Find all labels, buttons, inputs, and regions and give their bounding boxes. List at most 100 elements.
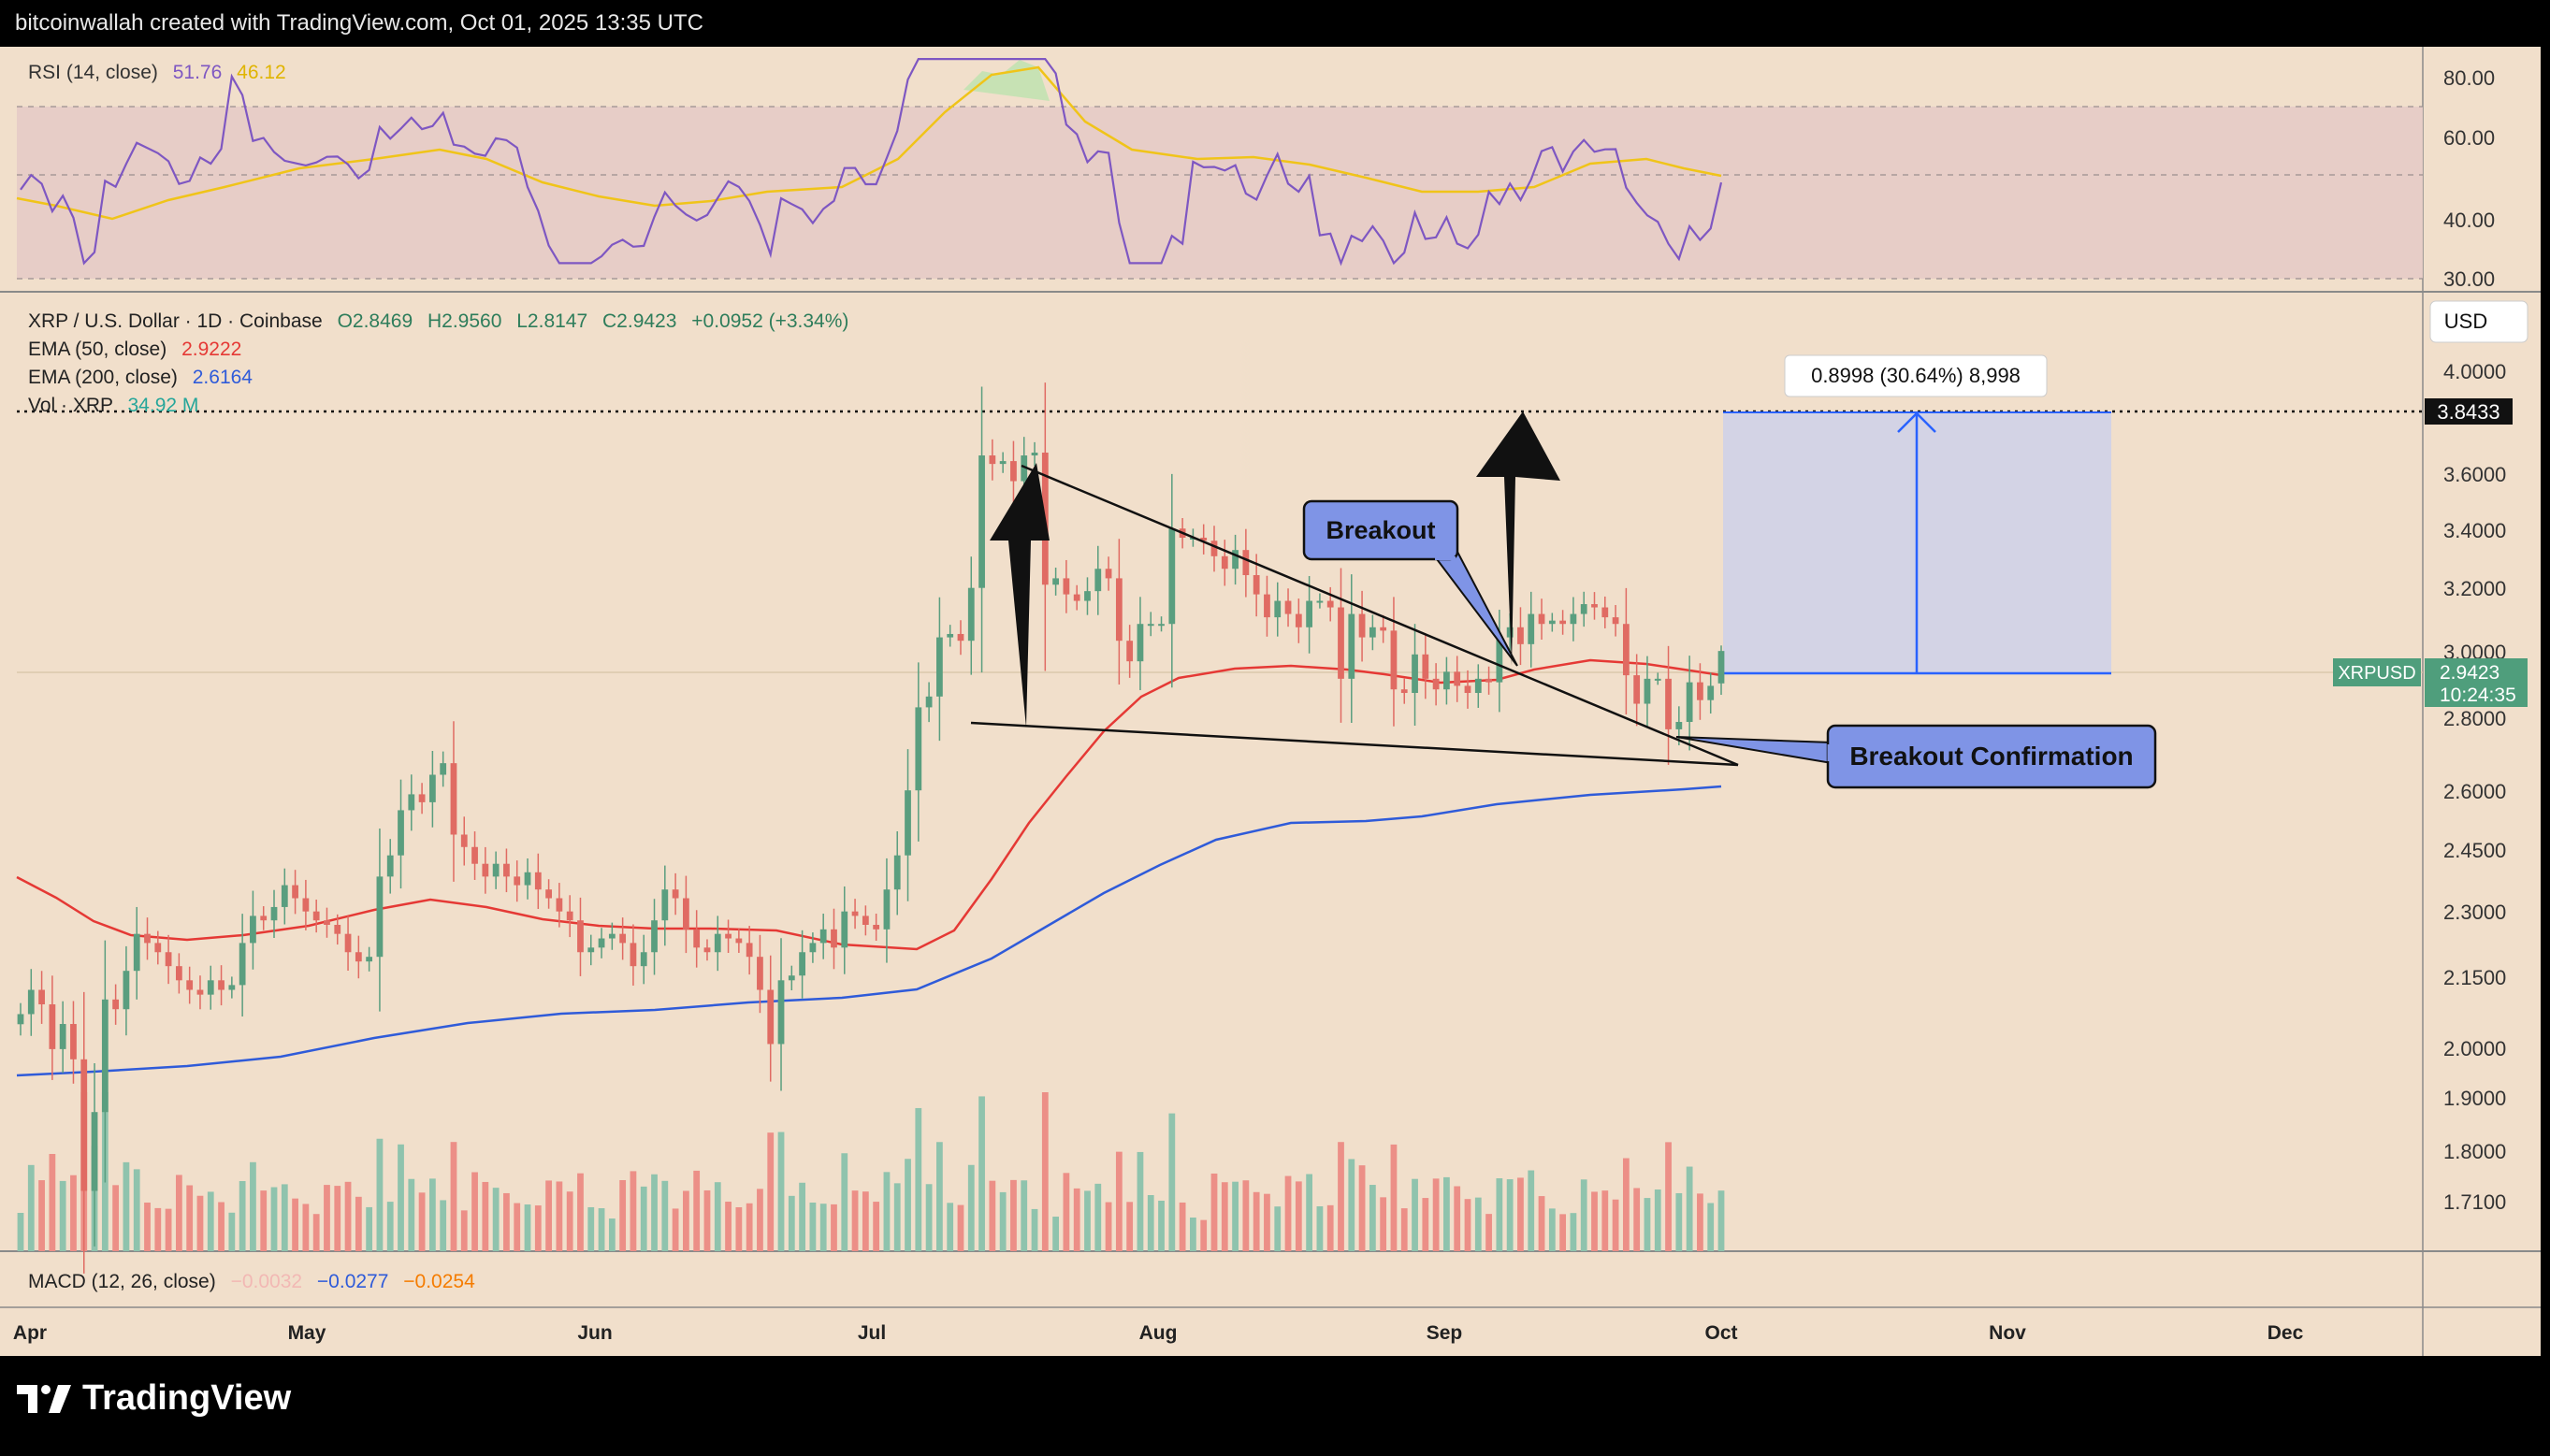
rsi-tick-label: 40.00: [2443, 209, 2495, 232]
candle-body: [1306, 600, 1313, 627]
volume-bar: [133, 1169, 140, 1251]
price-tick-label: 2.4500: [2443, 839, 2506, 862]
volume-bar: [344, 1181, 352, 1251]
candle-body: [757, 957, 763, 990]
volume-bar: [1528, 1170, 1535, 1251]
candle-body: [1412, 654, 1418, 694]
time-tick-label: Apr: [13, 1322, 47, 1344]
candle-body: [936, 637, 943, 697]
volume-bar: [418, 1192, 426, 1251]
candle-body: [1697, 682, 1703, 700]
candle-body: [1612, 617, 1619, 625]
candle-body: [1390, 630, 1398, 690]
candle-body: [1369, 627, 1376, 638]
candle-body: [957, 633, 964, 642]
volume-bar: [1707, 1203, 1715, 1251]
ema50-value: 2.9222: [181, 339, 241, 360]
candle-body: [1010, 461, 1017, 482]
macd-legend-name: MACD (12, 26, close): [28, 1271, 216, 1292]
candle: [270, 889, 278, 939]
volume-bar: [1084, 1190, 1091, 1251]
volume-bar: [1221, 1182, 1228, 1251]
volume-bar: [1041, 1092, 1049, 1251]
currency-button[interactable]: [2429, 300, 2528, 343]
volume-bar: [967, 1164, 975, 1251]
candle: [1316, 593, 1324, 609]
rsi-line: [20, 57, 1723, 267]
rsi-value: 51.76: [173, 62, 223, 83]
candle: [218, 965, 225, 1006]
candle-body: [1232, 550, 1239, 569]
candle-body: [925, 696, 933, 708]
breakout-confirmation-callout: Breakout Confirmation: [1675, 724, 2157, 789]
candle: [1665, 645, 1672, 765]
volume-bar: [693, 1170, 701, 1251]
volume-bar: [1496, 1178, 1503, 1251]
candle: [1697, 663, 1703, 720]
candle: [133, 906, 140, 1000]
volume-bar: [1115, 1151, 1123, 1251]
candle-body: [218, 980, 225, 990]
tradingview-logo[interactable]: TradingView: [17, 1378, 291, 1419]
volume-bar: [1517, 1177, 1524, 1251]
candle-body: [1190, 537, 1196, 540]
candle: [777, 938, 785, 1091]
candle-body: [683, 898, 689, 930]
macd-hist-value: −0.0032: [231, 1271, 303, 1292]
volume-bar: [207, 1191, 214, 1251]
candle-body: [1422, 654, 1429, 679]
candle-body: [1400, 689, 1408, 694]
volume-bar: [1031, 1208, 1038, 1251]
rsi-legend-name: RSI (14, close): [28, 62, 158, 83]
volume-bar: [746, 1203, 753, 1251]
volume-bar: [757, 1189, 763, 1251]
candle: [101, 940, 109, 1183]
volume-bar: [661, 1180, 669, 1251]
candle-body: [978, 455, 985, 588]
candle: [1242, 528, 1250, 598]
volume-bar: [915, 1107, 922, 1251]
volume-bar: [59, 1180, 66, 1251]
ema50-legend: EMA (50, close) 2.9222: [28, 339, 241, 360]
measure-label-box: [1784, 354, 2048, 397]
volume-legend: Vol · XRP 34.92 M: [28, 395, 198, 416]
candle-body: [482, 863, 489, 877]
macd-panel-background: [0, 1251, 2423, 1356]
time-tick-label: Oct: [1704, 1322, 1737, 1344]
candle-body: [376, 876, 384, 958]
candle-body: [545, 889, 552, 899]
volume-bar: [925, 1184, 933, 1251]
price-tick-label: 3.4000: [2443, 519, 2506, 542]
candle: [640, 934, 647, 985]
volume-bar: [1326, 1204, 1334, 1251]
candle-body: [1591, 604, 1598, 608]
candle-body: [1126, 641, 1134, 662]
candle: [989, 439, 996, 481]
candle-body: [292, 885, 298, 899]
candle: [693, 910, 701, 968]
candle: [1517, 607, 1524, 666]
rsi-tick-label: 80.00: [2443, 66, 2495, 90]
price-axis: 4.0000 3.6000 3.4000 3.2000 3.0000 2.800…: [2443, 360, 2506, 1214]
candle-body: [1358, 613, 1366, 638]
candle: [38, 971, 45, 1024]
candle-body: [1168, 528, 1176, 625]
symbol-badge: [2333, 658, 2421, 686]
volume-bar: [1485, 1214, 1492, 1251]
candle-body: [1432, 678, 1440, 690]
candle-body: [1548, 620, 1556, 625]
candle-body: [514, 876, 521, 886]
volume-bar: [503, 1192, 510, 1251]
candle: [534, 853, 542, 910]
target-price-badge: [2425, 398, 2513, 425]
volume-bar: [1295, 1181, 1302, 1251]
candle-body: [324, 920, 330, 926]
candle-body: [1601, 607, 1609, 618]
candle-body: [1570, 613, 1577, 625]
volume-bar: [428, 1178, 436, 1251]
time-tick-label: Jun: [577, 1322, 612, 1344]
candle: [767, 955, 775, 1082]
candle: [302, 879, 310, 930]
volume-bar: [17, 1213, 24, 1251]
rsi-ma-value: 46.12: [237, 62, 286, 83]
